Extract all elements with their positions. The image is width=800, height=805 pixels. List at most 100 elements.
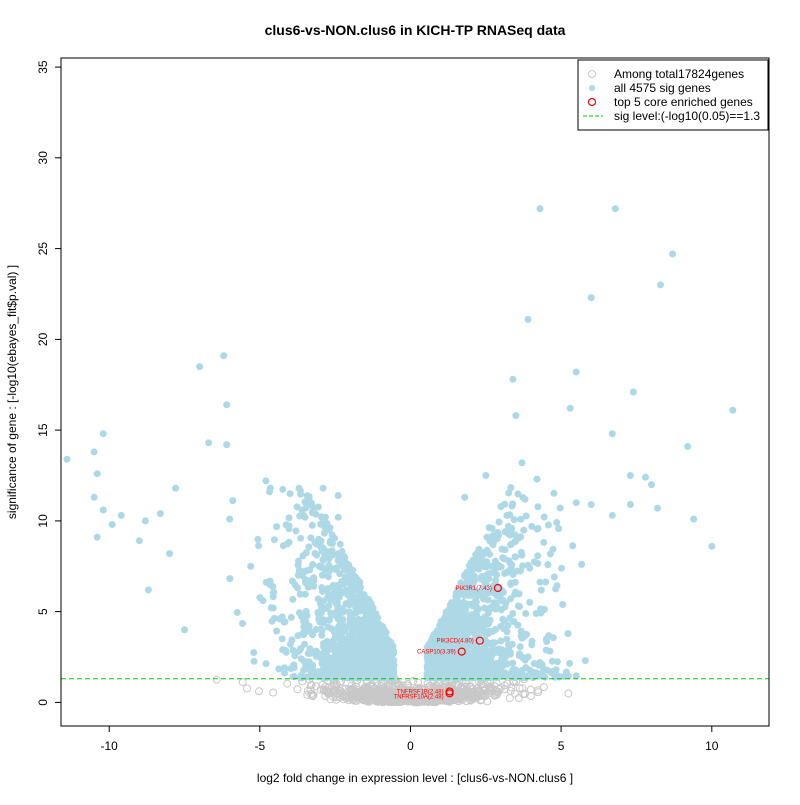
sig-gene-point xyxy=(471,613,479,620)
gene-point xyxy=(324,687,333,696)
sig-gene-point xyxy=(514,534,522,542)
sig-gene-point xyxy=(473,626,481,634)
gene-point xyxy=(387,698,396,706)
sig-gene-point xyxy=(459,625,467,633)
gene-point xyxy=(303,690,312,699)
sig-gene-point xyxy=(306,500,314,508)
x-tick-label: 0 xyxy=(407,739,414,753)
sig-gene-point xyxy=(282,521,290,529)
y-tick-label: 25 xyxy=(36,242,50,256)
sig-gene-outlier-point xyxy=(63,455,71,463)
gene-point xyxy=(338,684,347,693)
sig-gene-point xyxy=(495,518,503,526)
sig-gene-outlier-point xyxy=(334,513,342,521)
sig-gene-outlier-point xyxy=(509,375,517,383)
sig-gene-point xyxy=(370,621,378,629)
sig-gene-point xyxy=(337,666,345,674)
sig-gene-point xyxy=(345,561,353,569)
sig-gene-point xyxy=(300,623,308,631)
sig-gene-outlier-point xyxy=(629,388,637,396)
sig-gene-point xyxy=(319,665,327,673)
sig-gene-point xyxy=(553,519,561,526)
sig-gene-point xyxy=(254,535,262,543)
sig-gene-outlier-point xyxy=(729,406,737,414)
sig-gene-point xyxy=(442,668,450,676)
sig-gene-point xyxy=(343,661,351,669)
sig-gene-point xyxy=(297,534,305,542)
sig-gene-outlier-point xyxy=(319,484,327,492)
sig-gene-outlier-point xyxy=(334,492,342,499)
chart-title: clus6-vs-NON.clus6 in KICH-TP RNASeq dat… xyxy=(265,22,566,38)
sig-gene-point xyxy=(377,672,385,680)
sig-gene-point xyxy=(318,519,326,527)
sig-gene-point xyxy=(522,512,530,520)
sig-gene-point xyxy=(485,524,493,532)
sig-gene-outlier-point xyxy=(117,511,125,519)
core-gene-label: TNFRSF10A(2.48) xyxy=(394,694,444,700)
sig-gene-point xyxy=(471,644,479,652)
gene-point xyxy=(457,695,466,704)
gene-point xyxy=(472,691,481,700)
sig-gene-point xyxy=(369,647,377,655)
gene-point xyxy=(369,684,378,693)
sig-gene-point xyxy=(464,662,472,670)
sig-gene-point xyxy=(514,621,522,629)
sig-gene-point xyxy=(540,513,548,521)
sig-gene-point xyxy=(484,588,491,596)
gene-point xyxy=(486,686,495,695)
sig-gene-point xyxy=(289,595,297,603)
sig-gene-point xyxy=(490,569,497,577)
sig-gene-point xyxy=(493,592,501,600)
core-genes: PIK3R1(7.43) PIK3CD(4.80) CASP10(3.39) TNFR… xyxy=(394,583,502,700)
sig-gene-point xyxy=(334,615,342,623)
sig-gene-point xyxy=(514,490,522,498)
x-tick-label: -10 xyxy=(101,739,119,753)
sig-gene-point xyxy=(309,561,317,568)
sig-gene-outlier-point xyxy=(512,412,520,420)
sig-gene-point xyxy=(299,552,307,560)
sig-gene-point xyxy=(262,660,270,668)
sig-gene-point xyxy=(487,660,494,668)
sig-gene-point xyxy=(550,573,558,581)
sig-gene-point xyxy=(250,657,258,665)
sig-gene-point xyxy=(464,591,472,599)
sig-gene-point xyxy=(484,609,492,617)
sig-gene-point xyxy=(431,654,439,662)
sig-gene-outlier-point xyxy=(298,506,306,514)
core-gene-point xyxy=(475,636,484,645)
sig-gene-point xyxy=(323,651,331,659)
gene-point xyxy=(415,689,424,698)
sig-gene-point xyxy=(309,666,317,674)
sig-gene-point xyxy=(382,637,390,645)
sig-gene-point xyxy=(299,629,307,637)
sig-gene-outlier-point xyxy=(566,404,574,412)
sig-gene-point xyxy=(481,604,489,612)
gene-point xyxy=(341,693,350,702)
sig-gene-point xyxy=(381,628,389,636)
gene-point xyxy=(463,687,472,696)
sig-gene-point xyxy=(536,578,544,586)
sig-gene-point xyxy=(504,660,511,668)
sig-gene-point xyxy=(466,614,474,621)
sig-gene-point xyxy=(288,577,296,585)
sig-gene-point xyxy=(329,590,337,598)
sig-gene-point xyxy=(521,674,529,682)
sig-gene-point xyxy=(344,648,352,655)
sig-gene-point xyxy=(289,646,297,654)
sig-gene-point xyxy=(537,586,545,594)
gene-point xyxy=(293,685,302,694)
sig-gene-point xyxy=(544,521,552,529)
sig-gene-point xyxy=(556,504,564,512)
sig-gene-point xyxy=(497,623,505,630)
sig-gene-point xyxy=(347,567,354,575)
sig-gene-point xyxy=(559,601,567,608)
gene-point xyxy=(390,698,399,706)
sig-gene-point xyxy=(379,645,387,653)
sig-gene-point xyxy=(318,584,326,592)
sig-gene-point xyxy=(269,593,277,601)
sig-gene-point xyxy=(329,551,337,559)
sig-gene-point xyxy=(288,636,296,644)
sig-gene-point xyxy=(291,652,299,660)
sig-gene-point xyxy=(440,659,447,667)
